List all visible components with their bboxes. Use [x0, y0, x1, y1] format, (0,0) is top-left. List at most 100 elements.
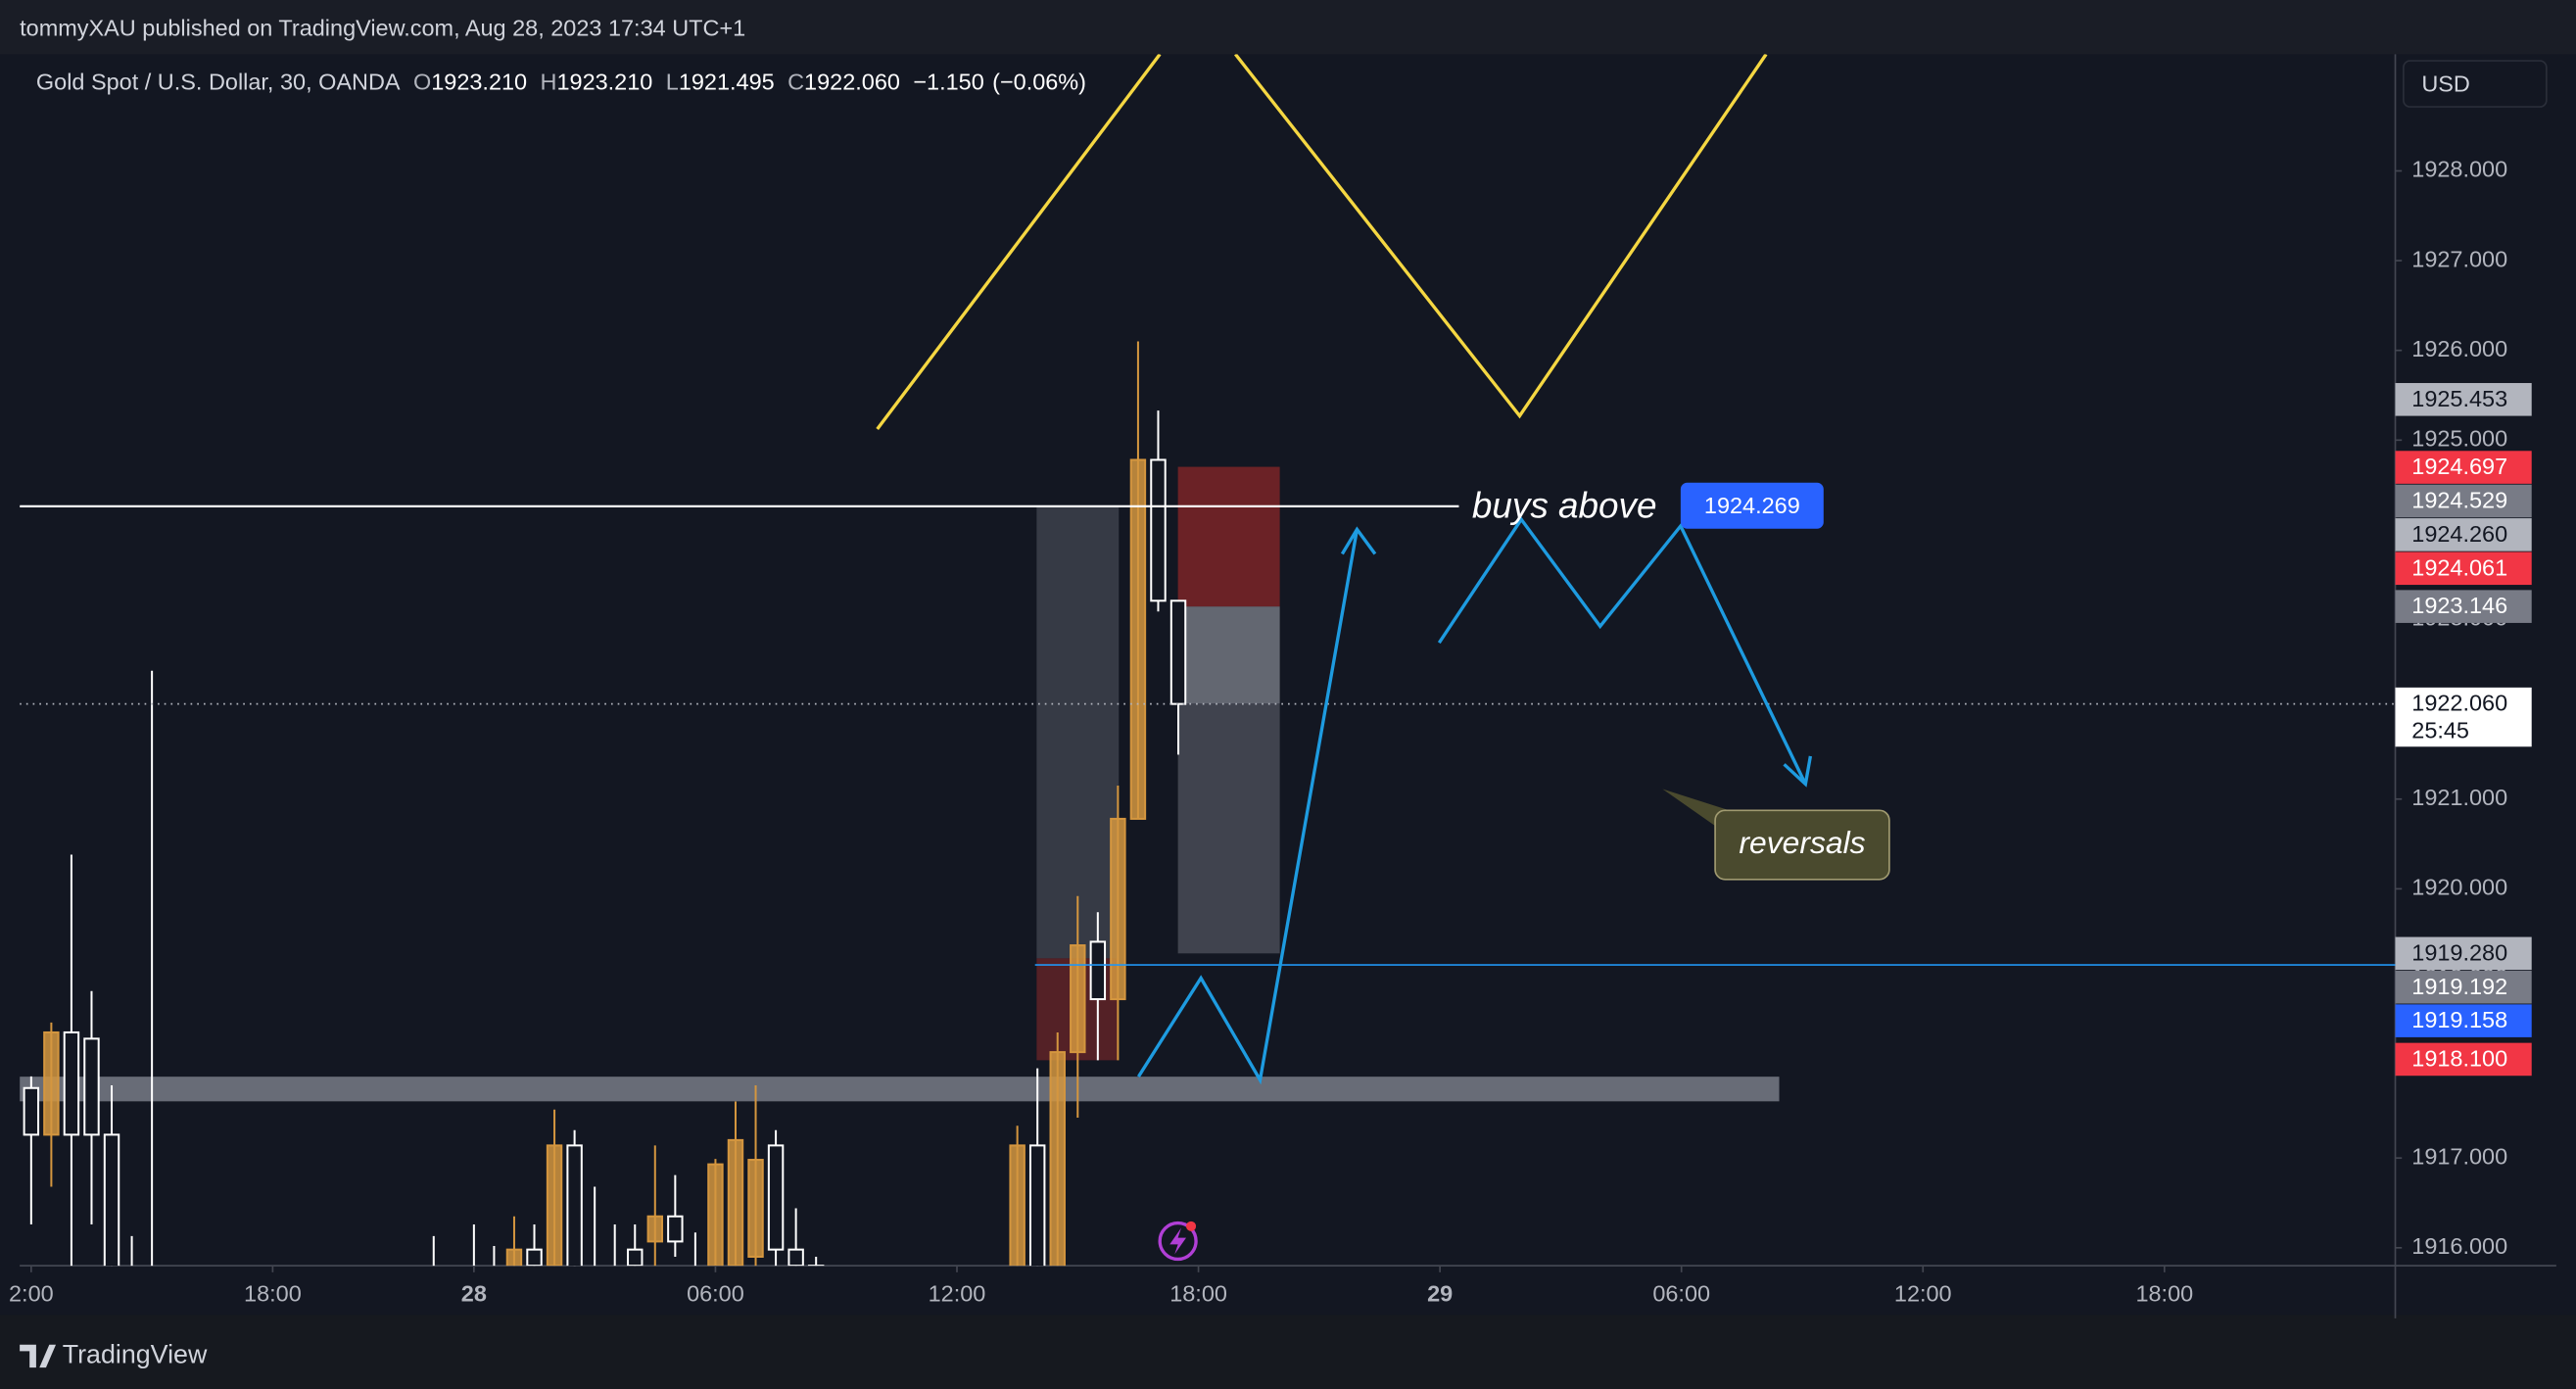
candle-body: [787, 1248, 804, 1267]
price-tag-label: 1919.158: [2411, 1007, 2507, 1032]
callout-box: [1714, 809, 1890, 881]
candle-body: [667, 1215, 684, 1243]
candle-body: [43, 1030, 60, 1136]
candles: [20, 341, 2396, 1267]
candle-body: [1169, 599, 1187, 705]
ohlc-name: H: [541, 70, 557, 95]
price-tag: [2395, 383, 2532, 416]
price-tag: [2395, 590, 2532, 623]
position-entry-2: [1177, 606, 1280, 704]
price-tag-label: 1918.100: [2411, 1045, 2507, 1071]
ohlc-name: C: [787, 70, 804, 95]
y-tick-label: 1920.000: [2411, 875, 2507, 900]
price-tag: [2395, 1004, 2532, 1037]
ohlc-value: 1923.210: [556, 70, 652, 95]
y-tick-label: 1925.000: [2411, 426, 2507, 452]
price-tag-label: 1924.697: [2411, 454, 2507, 479]
x-tick-label: 29: [1427, 1281, 1453, 1307]
candle-body: [1150, 458, 1167, 602]
candle-body: [566, 1144, 583, 1267]
drawings-over: buys above reversals: [20, 54, 2396, 1262]
candle-body: [767, 1144, 785, 1251]
ohlc-name: O: [413, 70, 431, 95]
price-tag-label: 1922.060: [2411, 691, 2507, 716]
candle-body: [646, 1215, 664, 1243]
price-tag-label: 1924.260: [2411, 521, 2507, 547]
price-tag-label: 1925.453: [2411, 386, 2507, 411]
price-tag: [2395, 687, 2532, 747]
price-tag-label: 1919.280: [2411, 939, 2507, 965]
y-tick-label: 1928.000: [2411, 157, 2507, 182]
candle-body: [727, 1138, 744, 1267]
symbol-legend-text: Gold Spot / U.S. Dollar, 30, OANDA O1923.…: [36, 70, 1086, 95]
publish-bar: [0, 0, 2576, 55]
candle-body: [546, 1144, 563, 1267]
ohlc-name: L: [666, 70, 679, 95]
symbol-title: Gold Spot / U.S. Dollar, 30, OANDA: [36, 70, 401, 95]
price-tag-countdown: 25:45: [2411, 717, 2469, 742]
currency-button[interactable]: [2403, 60, 2548, 108]
change-pct: (−0.06%): [992, 70, 1086, 95]
candle-body: [83, 1037, 100, 1136]
candle-body: [1070, 944, 1086, 1054]
alert-icon[interactable]: [1158, 1221, 1198, 1262]
symbol-legend: Gold Spot / U.S. Dollar, 30, OANDA O1923.…: [36, 70, 1086, 95]
path-arrow: [1437, 516, 1807, 786]
y-tick-label: 1917.000: [2411, 1143, 2507, 1169]
footer-bar: [0, 1315, 2576, 1389]
price-tag-label: 1923.146: [2411, 593, 2507, 618]
projection-line: [1234, 54, 1768, 419]
ohlc-value: 1922.060: [804, 70, 900, 95]
candle-body: [63, 1030, 80, 1136]
alert-icon-bolt: [1169, 1227, 1187, 1255]
change-value: −1.150: [913, 70, 983, 95]
path-arrow: [1136, 529, 1360, 1085]
x-tick-label: 12:00: [929, 1281, 986, 1307]
ohlc-value: 1923.210: [431, 70, 527, 95]
price-label: 1924.269: [1704, 493, 1800, 518]
x-tick-label: 12:00: [1894, 1281, 1952, 1307]
position-target-2: [1177, 703, 1280, 954]
price-tag: [2395, 518, 2532, 551]
candle-body: [526, 1248, 543, 1267]
candle-body: [103, 1133, 120, 1267]
candle-body: [1009, 1144, 1026, 1267]
x-tick-label: 2:00: [9, 1281, 54, 1307]
candle-body: [1089, 940, 1107, 1001]
arrow-head: [1783, 755, 1813, 788]
arrow-head: [1340, 526, 1377, 555]
price-tag-label: 1924.529: [2411, 488, 2507, 513]
x-tick-label: 18:00: [244, 1281, 302, 1307]
logo: TradingView: [20, 1340, 208, 1369]
candle-body: [23, 1086, 40, 1136]
price-tag-label: 1919.192: [2411, 974, 2507, 999]
x-tick-label: 18:00: [1169, 1281, 1227, 1307]
price-tag: [2395, 936, 2532, 971]
candle-body: [1110, 817, 1126, 1001]
currency-label: USD: [2421, 71, 2470, 96]
logo-mark: [20, 1344, 57, 1368]
candle-body: [627, 1248, 644, 1267]
price-label-box: [1680, 482, 1824, 529]
price-tag: [2395, 1042, 2532, 1077]
price-tags: 1925.453 1924.697 1924.529 1924.260 1924.061…: [2395, 383, 2532, 1077]
position-target: [1036, 505, 1120, 959]
y-tick-label: 1916.000: [2411, 1233, 2507, 1259]
ohlc-value: 1921.495: [679, 70, 775, 95]
buys-above-text: buys above: [1472, 485, 1657, 525]
y-tick-label: 1927.000: [2411, 246, 2507, 271]
alert-dot: [1186, 1221, 1197, 1231]
price-tag: [2395, 551, 2532, 586]
x-tick-label: 28: [461, 1281, 487, 1307]
price-tag: [2395, 451, 2532, 484]
y-tick-label: 1926.000: [2411, 336, 2507, 361]
logo-text: TradingView: [63, 1340, 208, 1369]
support-zone: [20, 1077, 1780, 1102]
callout-text: reversals: [1739, 825, 1865, 860]
price-tag: [2395, 484, 2532, 518]
x-tick-label: 18:00: [2135, 1281, 2193, 1307]
price-tag: [2395, 970, 2532, 1004]
